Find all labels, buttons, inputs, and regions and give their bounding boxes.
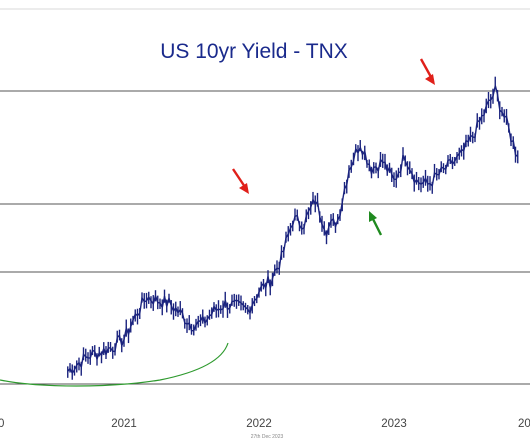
x-tick-label: 2021 [111,418,137,430]
red-arrow-2022-high-icon [232,168,249,194]
footnote-date: 27th Dec 2023 [251,434,284,440]
x-tick-label: 2023 [381,418,407,430]
x-tick-label: 2022 [246,418,272,430]
price-series [67,76,519,380]
green-arrow-2023-low-icon [369,211,383,236]
series-line [67,85,519,375]
chart-title: US 10yr Yield - TNX [160,40,348,63]
x-tick-label: 20 [518,418,530,430]
x-tick-label: 0 [0,418,4,430]
x-axis: 0 2021 2022 2023 20 27th Dec 2023 [0,418,530,440]
red-arrow-2023-high-icon [419,58,435,85]
rounded-base-curve [0,342,229,387]
